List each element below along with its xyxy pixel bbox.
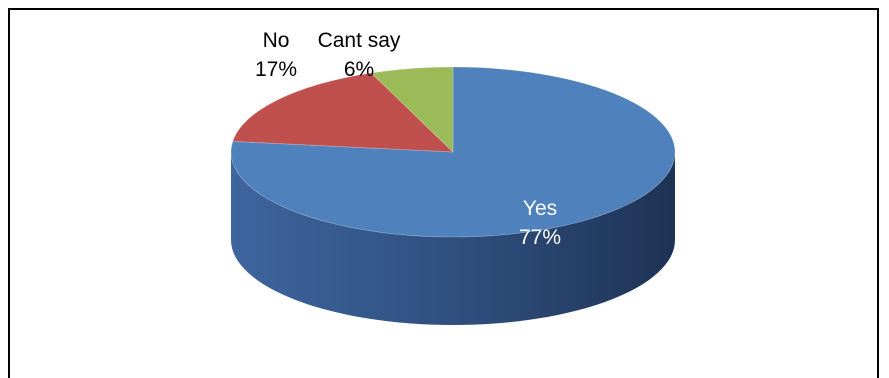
data-label-cant-say-name: Cant say (318, 29, 401, 52)
data-label-no-percent: 17% (255, 58, 297, 81)
pie-slice-no (232, 72, 455, 153)
data-label-yes-name: Yes (523, 197, 557, 220)
pie-labels: Yes 77% No 17% Cant say 6% (255, 29, 561, 249)
data-label-cant-say-percent: 6% (344, 58, 374, 81)
pie-slice-yes (230, 66, 676, 238)
pie-tops (230, 66, 676, 238)
pie-slice-cant-say (370, 66, 454, 153)
pie-sides (231, 152, 675, 325)
pie-side-yes (231, 152, 675, 325)
data-label-no-name: No (263, 29, 290, 52)
data-label-yes-percent: 77% (519, 226, 561, 249)
